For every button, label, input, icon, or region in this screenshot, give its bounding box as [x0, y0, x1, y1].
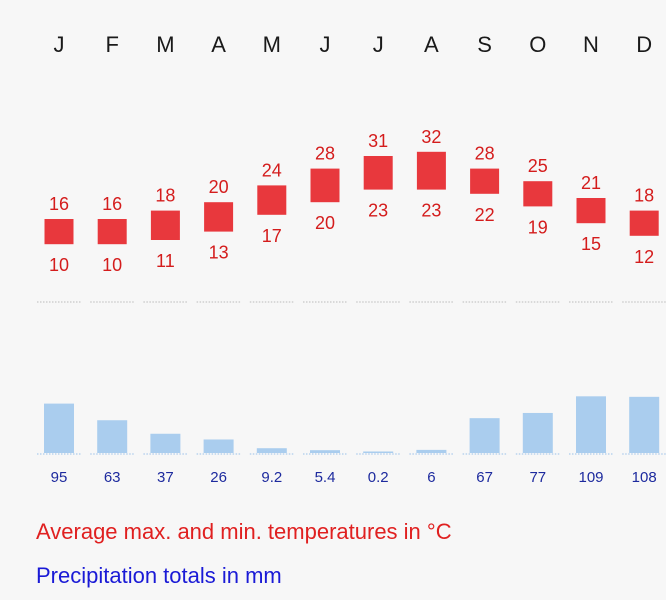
max-temperature-label: 18 — [155, 186, 175, 206]
temperature-range-bar — [416, 151, 446, 190]
min-temperature-label: 10 — [49, 255, 69, 275]
precipitation-bars — [44, 396, 660, 453]
month-label: D — [636, 32, 652, 57]
temperature-range-bar — [150, 210, 180, 240]
max-temperature-label: 18 — [634, 186, 654, 206]
min-temperature-label: 13 — [209, 243, 229, 263]
month-label: J — [54, 32, 65, 57]
precipitation-bar — [203, 439, 234, 453]
precipitation-value-label: 6 — [427, 469, 435, 486]
temperature-bars — [44, 151, 659, 245]
precipitation-value-label: 63 — [104, 469, 121, 486]
precipitation-bar — [44, 403, 74, 453]
max-temperature-label: 24 — [262, 160, 282, 180]
precipitation-bar — [576, 396, 606, 453]
min-temperature-label: 23 — [368, 201, 388, 221]
max-temperature-label: 16 — [49, 194, 69, 214]
min-temperature-label: 20 — [315, 213, 335, 233]
temperature-range-bar — [204, 202, 234, 232]
month-label: A — [424, 32, 439, 57]
precipitation-bar — [416, 449, 447, 453]
temperature-range-bar — [44, 219, 74, 245]
temperature-range-bar — [310, 168, 340, 203]
precipitation-bar — [97, 420, 128, 453]
precipitation-value-label: 95 — [51, 469, 68, 486]
temperature-legend: Average max. and min. temperatures in °C — [36, 519, 452, 544]
climate-chart: J F M A M J J A S O N D 16 10 16 10 18 11 20 13 24 17 28 20 31 2… — [37, 32, 666, 486]
precipitation-bar — [363, 451, 394, 453]
temperature-range-bar — [470, 168, 500, 194]
max-temperature-label: 25 — [528, 156, 548, 176]
min-temperature-label: 17 — [262, 226, 282, 246]
month-label: M — [156, 32, 174, 57]
month-label: F — [105, 32, 118, 57]
temperature-range-bar — [363, 156, 393, 190]
precipitation-value-label: 37 — [157, 469, 174, 486]
precipitation-value-label: 26 — [210, 469, 227, 486]
max-temperature-label: 31 — [368, 131, 388, 151]
precipitation-bar — [150, 433, 181, 453]
precipitation-bar — [522, 412, 553, 453]
precipitation-value-label: 108 — [632, 469, 657, 486]
min-temperature-label: 10 — [102, 255, 122, 275]
min-temperature-label: 12 — [634, 247, 654, 267]
max-temperature-label: 28 — [475, 144, 495, 164]
max-temperature-label: 16 — [102, 194, 122, 214]
temperature-range-bar — [523, 181, 553, 207]
precipitation-value-label: 67 — [476, 469, 493, 486]
max-temperature-label: 32 — [421, 127, 441, 147]
precipitation-bar — [310, 450, 340, 453]
precipitation-value-label: 5.4 — [315, 469, 336, 486]
max-temperature-label: 21 — [581, 173, 601, 193]
precipitation-labels: 95 63 37 26 9.2 5.4 0.2 6 67 77 109 108 — [51, 469, 657, 486]
temperature-range-bar — [257, 185, 287, 215]
precipitation-value-label: 9.2 — [261, 469, 282, 486]
precipitation-value-label: 77 — [529, 469, 546, 486]
month-label: J — [320, 32, 331, 57]
precipitation-bar — [256, 448, 287, 453]
month-label: O — [529, 32, 546, 57]
precipitation-value-label: 0.2 — [368, 469, 389, 486]
month-label: N — [583, 32, 599, 57]
min-temperature-label: 22 — [475, 205, 495, 225]
temperature-labels: 16 10 16 10 18 11 20 13 24 17 28 20 31 23 32 23 28 22 25 19… — [49, 127, 654, 275]
temperature-range-bar — [576, 198, 606, 224]
min-temperature-label: 11 — [156, 251, 175, 271]
month-label: S — [477, 32, 492, 57]
min-temperature-label: 15 — [581, 234, 601, 254]
precipitation-bar — [629, 396, 660, 453]
max-temperature-label: 28 — [315, 144, 335, 164]
temperature-range-bar — [97, 219, 127, 245]
min-temperature-label: 19 — [528, 217, 548, 237]
precipitation-legend: Precipitation totals in mm — [36, 563, 282, 588]
month-label: M — [263, 32, 281, 57]
precipitation-value-label: 109 — [578, 469, 603, 486]
min-temperature-label: 23 — [421, 201, 441, 221]
max-temperature-label: 20 — [209, 177, 229, 197]
temperature-range-bar — [629, 210, 659, 236]
precipitation-bar — [469, 418, 500, 453]
month-label: A — [211, 32, 226, 57]
month-label: J — [373, 32, 384, 57]
